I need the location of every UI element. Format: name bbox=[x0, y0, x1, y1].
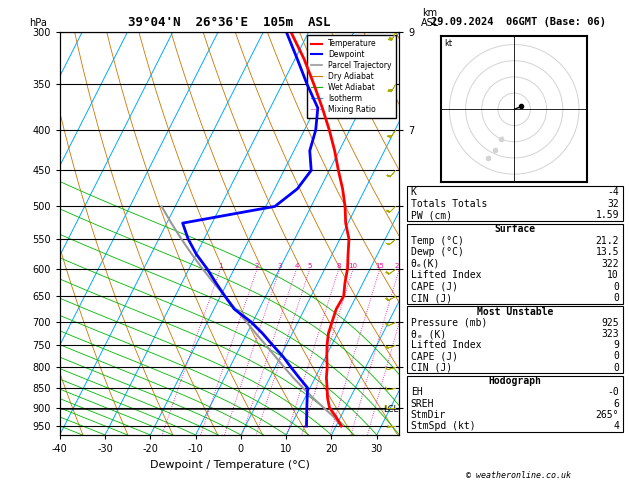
Text: 1: 1 bbox=[218, 263, 223, 269]
Text: PW (cm): PW (cm) bbox=[411, 210, 452, 220]
Text: Dewp (°C): Dewp (°C) bbox=[411, 247, 464, 257]
Text: 8: 8 bbox=[337, 263, 341, 269]
Text: kt: kt bbox=[445, 39, 453, 48]
Text: 323: 323 bbox=[601, 329, 619, 339]
Text: Surface: Surface bbox=[494, 224, 535, 234]
Y-axis label: Mixing Ratio (g/kg): Mixing Ratio (g/kg) bbox=[430, 187, 440, 279]
Legend: Temperature, Dewpoint, Parcel Trajectory, Dry Adiabat, Wet Adiabat, Isotherm, Mi: Temperature, Dewpoint, Parcel Trajectory… bbox=[307, 35, 396, 118]
Text: 10: 10 bbox=[348, 263, 357, 269]
Text: 32: 32 bbox=[607, 199, 619, 208]
Text: 10: 10 bbox=[607, 270, 619, 280]
Text: CAPE (J): CAPE (J) bbox=[411, 351, 458, 362]
Text: 3: 3 bbox=[277, 263, 282, 269]
Text: Most Unstable: Most Unstable bbox=[477, 307, 553, 317]
Text: CIN (J): CIN (J) bbox=[411, 293, 452, 303]
Text: StmDir: StmDir bbox=[411, 410, 446, 420]
Text: Lifted Index: Lifted Index bbox=[411, 340, 481, 350]
Text: 265°: 265° bbox=[596, 410, 619, 420]
Text: km
ASL: km ASL bbox=[421, 8, 439, 28]
Text: 0: 0 bbox=[613, 293, 619, 303]
Text: 1.59: 1.59 bbox=[596, 210, 619, 220]
Text: θₑ (K): θₑ (K) bbox=[411, 329, 446, 339]
Text: K: K bbox=[411, 187, 416, 197]
Text: EH: EH bbox=[411, 387, 423, 398]
Text: 15: 15 bbox=[376, 263, 384, 269]
Text: 0: 0 bbox=[613, 281, 619, 292]
Text: SREH: SREH bbox=[411, 399, 434, 409]
Text: Lifted Index: Lifted Index bbox=[411, 270, 481, 280]
Text: Temp (°C): Temp (°C) bbox=[411, 236, 464, 246]
Text: CIN (J): CIN (J) bbox=[411, 363, 452, 373]
Text: © weatheronline.co.uk: © weatheronline.co.uk bbox=[467, 471, 571, 480]
Text: -0: -0 bbox=[607, 387, 619, 398]
X-axis label: Dewpoint / Temperature (°C): Dewpoint / Temperature (°C) bbox=[150, 460, 309, 469]
Text: StmSpd (kt): StmSpd (kt) bbox=[411, 421, 476, 431]
Text: 29.09.2024  06GMT (Base: 06): 29.09.2024 06GMT (Base: 06) bbox=[431, 17, 606, 27]
Text: 13.5: 13.5 bbox=[596, 247, 619, 257]
Text: 2: 2 bbox=[255, 263, 259, 269]
Text: θₑ(K): θₑ(K) bbox=[411, 259, 440, 269]
Text: 4: 4 bbox=[613, 421, 619, 431]
Text: 5: 5 bbox=[308, 263, 312, 269]
Text: 21.2: 21.2 bbox=[596, 236, 619, 246]
Title: 39°04'N  26°36'E  105m  ASL: 39°04'N 26°36'E 105m ASL bbox=[128, 16, 331, 29]
Text: Hodograph: Hodograph bbox=[488, 376, 542, 386]
Text: LCL: LCL bbox=[383, 405, 398, 414]
Text: Pressure (mb): Pressure (mb) bbox=[411, 318, 487, 328]
Text: 20: 20 bbox=[395, 263, 404, 269]
Text: 9: 9 bbox=[613, 340, 619, 350]
Text: 322: 322 bbox=[601, 259, 619, 269]
Text: Totals Totals: Totals Totals bbox=[411, 199, 487, 208]
Text: -4: -4 bbox=[607, 187, 619, 197]
Text: 925: 925 bbox=[601, 318, 619, 328]
Text: hPa: hPa bbox=[29, 17, 47, 28]
Text: 0: 0 bbox=[613, 363, 619, 373]
Text: 0: 0 bbox=[613, 351, 619, 362]
Text: 6: 6 bbox=[613, 399, 619, 409]
Text: CAPE (J): CAPE (J) bbox=[411, 281, 458, 292]
Text: 4: 4 bbox=[294, 263, 299, 269]
